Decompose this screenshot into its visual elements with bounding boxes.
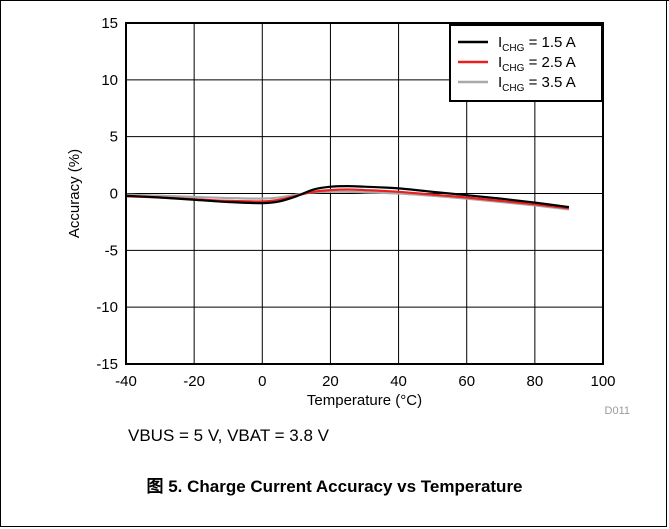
x-tick-labels: -40 -20 0 20 40 60 80 100 (115, 373, 615, 390)
x-tick-label: -20 (183, 373, 205, 390)
y-tick-label: -10 (96, 299, 118, 316)
series-line (125, 185, 570, 209)
x-tick-label: 40 (390, 373, 407, 390)
x-tick-label: 100 (590, 373, 615, 390)
x-axis-label: Temperature (°C) (307, 392, 422, 409)
y-tick-label: -15 (96, 356, 118, 373)
y-tick-label: 0 (110, 186, 118, 203)
x-tick-label: 80 (527, 373, 544, 390)
figure-code: D011 (605, 405, 630, 417)
y-tick-labels: 15 10 5 0 -5 -10 -15 (96, 15, 118, 373)
chart: -40 -20 0 20 40 60 80 100 15 10 5 0 -5 -10 -15 Temper… (66, 15, 630, 417)
y-axis-label: Accuracy (%) (66, 149, 83, 238)
legend-entry: ICHG = 1.5 A (498, 34, 576, 54)
x-tick-label: 0 (258, 373, 266, 390)
chart-series (125, 185, 570, 211)
x-tick-label: -40 (115, 373, 137, 390)
top-rule (0, 0, 669, 1)
y-tick-label: 15 (101, 15, 118, 32)
x-tick-label: 60 (458, 373, 475, 390)
y-tick-label: 5 (110, 129, 118, 146)
plot-border (125, 22, 604, 365)
x-tick-label: 20 (322, 373, 339, 390)
legend-entry: ICHG = 2.5 A (498, 54, 576, 74)
figure-caption: 图 5. Charge Current Accuracy vs Temperat… (146, 477, 523, 496)
y-tick-label: 10 (101, 72, 118, 89)
conditions-note: VBUS = 5 V, VBAT = 3.8 V (128, 426, 329, 445)
y-tick-label: -5 (105, 242, 118, 259)
legend-entry: ICHG = 3.5 A (498, 74, 576, 94)
